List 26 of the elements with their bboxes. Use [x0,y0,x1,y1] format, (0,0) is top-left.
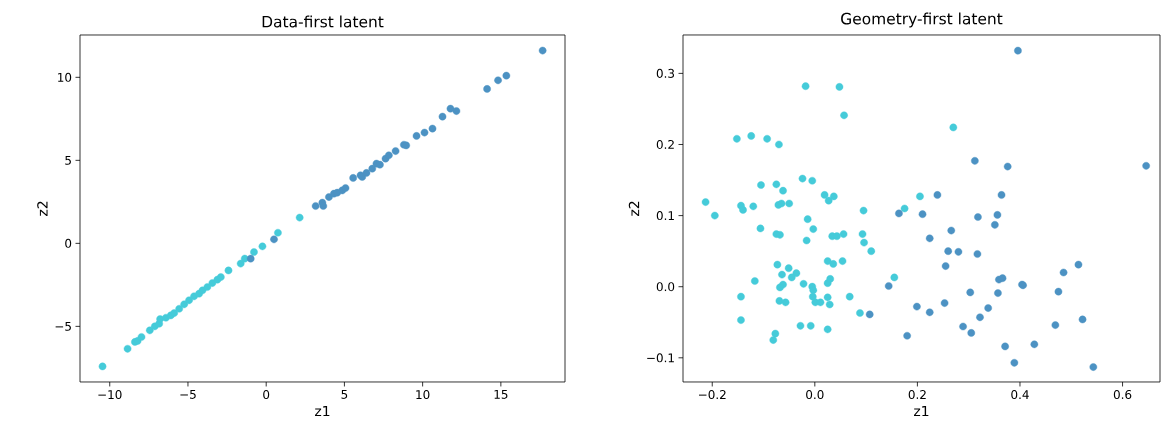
x-tick-label: 0 [263,390,270,400]
x-tick-label: −10 [98,390,122,400]
chart-title: Data-first latent [262,15,384,28]
y-axis-title: z2 [628,201,640,216]
y-axis-title: z2 [37,201,48,216]
y-tick-label: 10 [58,72,72,82]
y-tick-label: −5 [55,321,71,331]
x-axis-title: z1 [315,405,330,417]
y-tick-label: 0.0 [656,282,675,292]
x-tick-label: 15 [494,390,508,399]
x-tick-label: 0.4 [1011,390,1029,400]
x-axis-title: z1 [914,405,929,417]
y-tick-label: 0.2 [656,139,674,150]
y-tick-label: 0 [65,238,72,248]
x-tick-label: 5 [341,390,348,399]
x-tick-label: 0.6 [1113,390,1132,400]
x-tick-label: −0.2 [699,390,726,400]
y-tick-label: 0.3 [656,68,675,78]
y-tick-label: 5 [65,155,71,165]
x-tick-label: 0.2 [908,390,926,400]
x-tick-label: 10 [416,390,430,400]
chart-title: Geometry-first latent [841,12,1003,28]
y-tick-label: −0.1 [647,353,674,363]
x-tick-label: 0.0 [806,390,824,400]
y-tick-label: 0.1 [656,211,674,221]
x-tick-label: −5 [180,390,196,399]
